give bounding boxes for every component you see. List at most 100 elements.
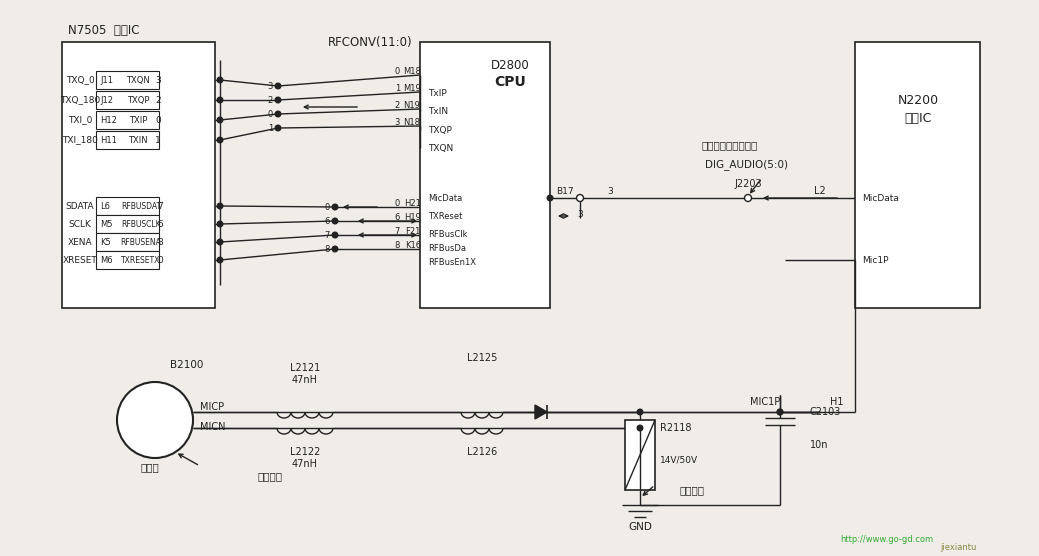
Circle shape	[777, 409, 782, 415]
Text: TXRESETX: TXRESETX	[122, 256, 161, 265]
Text: 10n: 10n	[810, 440, 828, 450]
Bar	[96, 233, 159, 251]
Circle shape	[275, 111, 281, 117]
Text: 2: 2	[268, 96, 273, 105]
Bar	[62, 42, 215, 308]
Bar	[96, 215, 159, 233]
Text: 6: 6	[157, 220, 163, 229]
Text: TxIN: TxIN	[428, 107, 448, 116]
Text: K5: K5	[100, 237, 111, 246]
Text: 易损元件: 易损元件	[258, 471, 283, 481]
Circle shape	[275, 97, 281, 103]
Text: 1: 1	[268, 123, 273, 132]
Text: TXIN: TXIN	[128, 136, 148, 145]
Text: L2: L2	[815, 186, 826, 196]
Text: 7: 7	[157, 201, 163, 211]
Text: 7: 7	[395, 226, 400, 236]
Circle shape	[275, 83, 281, 89]
Text: H11: H11	[100, 136, 116, 145]
Text: RFBusDa: RFBusDa	[428, 244, 467, 252]
Text: 3: 3	[577, 210, 583, 219]
Circle shape	[637, 409, 643, 415]
Text: H12: H12	[100, 116, 116, 125]
Bar	[96, 197, 159, 215]
Circle shape	[217, 239, 222, 245]
Text: TXQN: TXQN	[428, 143, 453, 152]
Circle shape	[577, 195, 584, 201]
Circle shape	[217, 203, 222, 209]
Text: RFCONV(11:0): RFCONV(11:0)	[327, 36, 412, 48]
Text: 47nH: 47nH	[292, 375, 318, 385]
Text: H21: H21	[404, 198, 422, 207]
Circle shape	[217, 77, 222, 83]
Text: MICP: MICP	[199, 402, 224, 412]
Text: 2: 2	[395, 101, 400, 110]
Text: 送话器: 送话器	[140, 462, 159, 472]
Text: TXReset: TXReset	[428, 211, 462, 221]
Text: 送话数据信号测试点: 送话数据信号测试点	[702, 140, 758, 150]
Text: H1: H1	[830, 397, 844, 407]
Text: 3: 3	[395, 117, 400, 127]
Circle shape	[332, 204, 338, 210]
Text: B17: B17	[556, 186, 574, 196]
Text: R2118: R2118	[660, 423, 692, 433]
Text: 8: 8	[157, 237, 163, 246]
Text: F21: F21	[405, 226, 421, 236]
Text: MicData: MicData	[428, 193, 462, 202]
Text: MICN: MICN	[199, 422, 225, 432]
Text: N19: N19	[403, 101, 421, 110]
Text: 0: 0	[395, 67, 400, 76]
Bar	[420, 42, 550, 308]
Text: 1: 1	[395, 83, 400, 92]
Text: 3: 3	[268, 82, 273, 91]
Circle shape	[117, 382, 193, 458]
Text: 8: 8	[395, 241, 400, 250]
Text: http://www.go-gd.com: http://www.go-gd.com	[840, 535, 933, 544]
Text: RFBUSENA: RFBUSENA	[121, 237, 161, 246]
Text: 0: 0	[157, 256, 163, 265]
Text: 易损元件: 易损元件	[680, 485, 705, 495]
Circle shape	[332, 218, 338, 224]
Text: TXIP: TXIP	[129, 116, 148, 125]
Circle shape	[217, 137, 222, 143]
Text: M6: M6	[100, 256, 112, 265]
Text: MicData: MicData	[862, 193, 899, 202]
Text: TXI_0: TXI_0	[68, 116, 92, 125]
Text: K16: K16	[405, 241, 421, 250]
Circle shape	[745, 195, 751, 201]
Text: TXQ_180: TXQ_180	[60, 96, 100, 105]
Text: J11: J11	[100, 76, 113, 85]
Text: N2200: N2200	[898, 93, 938, 107]
Bar	[96, 71, 159, 89]
Text: TXQ_0: TXQ_0	[65, 76, 95, 85]
Circle shape	[332, 246, 338, 252]
Text: TXQN: TXQN	[126, 76, 150, 85]
Circle shape	[548, 195, 553, 201]
Text: RFBusClk: RFBusClk	[428, 230, 468, 239]
Text: L2121: L2121	[290, 363, 320, 373]
Text: L2122: L2122	[290, 447, 320, 457]
Text: 0: 0	[395, 198, 400, 207]
Text: TXQP: TXQP	[428, 126, 452, 135]
Circle shape	[637, 425, 643, 431]
Text: D2800: D2800	[490, 58, 530, 72]
Circle shape	[275, 125, 281, 131]
Text: TxIP: TxIP	[428, 88, 447, 97]
Text: N7505  射频IC: N7505 射频IC	[68, 23, 139, 37]
Bar	[625, 420, 655, 490]
Text: TXQP: TXQP	[127, 96, 150, 105]
Text: jiexiantu: jiexiantu	[940, 544, 977, 553]
Bar	[96, 111, 159, 129]
Circle shape	[332, 232, 338, 238]
Bar	[96, 131, 159, 149]
Text: 电源IC: 电源IC	[904, 112, 932, 125]
Text: RFBUSDAT: RFBUSDAT	[121, 201, 161, 211]
Text: J12: J12	[100, 96, 113, 105]
Circle shape	[217, 97, 222, 103]
Text: XENA: XENA	[68, 237, 92, 246]
Text: B2100: B2100	[170, 360, 204, 370]
Text: 47nH: 47nH	[292, 459, 318, 469]
Text: XRESET: XRESET	[62, 256, 98, 265]
Text: RFBUSCLK: RFBUSCLK	[122, 220, 161, 229]
Text: SDATA: SDATA	[65, 201, 95, 211]
